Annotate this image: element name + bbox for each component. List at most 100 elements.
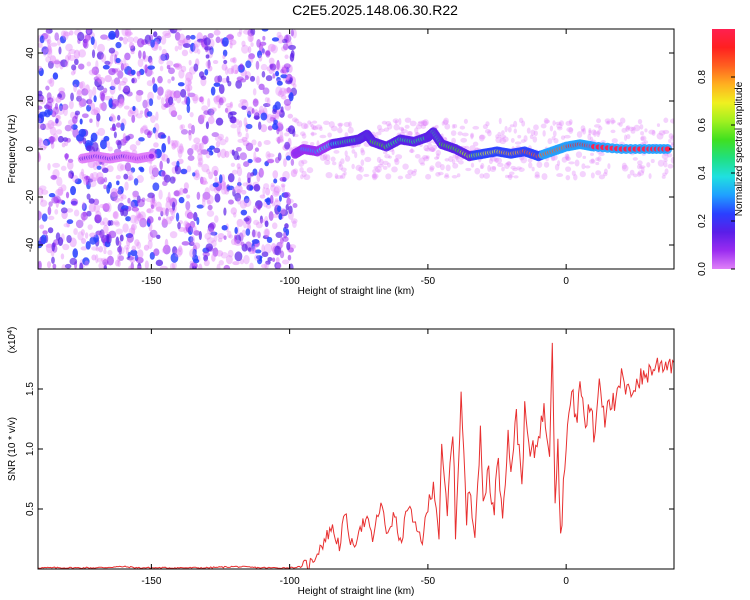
speckle-point	[279, 237, 284, 244]
speckle-point	[183, 38, 191, 44]
speckle-point	[565, 175, 571, 181]
speckle-point	[205, 151, 211, 159]
speckle-point	[74, 58, 79, 66]
speckle-point	[590, 158, 595, 163]
speckle-point	[398, 118, 402, 125]
speckle-point	[85, 175, 89, 186]
speckle-point	[118, 255, 125, 261]
speckle-point	[166, 157, 170, 164]
speckle-point	[245, 132, 249, 140]
speckle-point	[656, 123, 661, 127]
speckle-point	[57, 237, 64, 246]
speckle-point	[249, 262, 254, 269]
speckle-point	[47, 79, 53, 84]
speckle-point	[565, 155, 569, 159]
speckle-point	[163, 103, 171, 108]
speckle-point	[632, 157, 638, 161]
speckle-point	[249, 185, 253, 191]
speckle-point	[355, 164, 363, 172]
speckle-point	[50, 42, 58, 47]
speckle-point	[273, 119, 278, 125]
speckle-point	[251, 248, 257, 253]
speckle-point	[220, 148, 227, 159]
speckle-point	[77, 31, 85, 42]
speckle-point	[434, 156, 439, 160]
speckle-point	[130, 249, 138, 257]
speckle-point	[487, 130, 492, 137]
speckle-point	[45, 243, 53, 248]
speckle-point	[235, 146, 242, 152]
speckle-point	[423, 156, 430, 162]
speckle-point	[327, 132, 332, 138]
speckle-point	[203, 110, 210, 115]
speckle-point	[210, 231, 218, 236]
speckle-point	[259, 215, 263, 224]
speckle-point	[267, 153, 275, 158]
speckle-point	[136, 175, 144, 184]
speckle-point	[589, 159, 596, 164]
speckle-point	[292, 168, 299, 175]
speckle-point	[46, 40, 50, 47]
speckle-point	[122, 208, 129, 217]
speckle-point	[257, 204, 261, 211]
speckle-point	[151, 77, 156, 85]
speckle-point	[255, 221, 263, 229]
speckle-point	[245, 123, 253, 130]
speckle-point	[309, 141, 315, 146]
speckle-point	[579, 171, 586, 178]
speckle-point	[574, 159, 580, 167]
speckle-point	[39, 95, 46, 105]
speckle-point	[131, 78, 135, 84]
speckle-point	[234, 184, 243, 194]
speckle-point	[161, 48, 167, 56]
speckle-point	[171, 76, 175, 81]
speckle-point	[303, 174, 311, 181]
speckle-point	[149, 198, 157, 205]
speckle-point	[147, 65, 155, 70]
speckle-point	[78, 63, 85, 70]
speckle-point	[498, 117, 502, 125]
speckle-point	[110, 187, 118, 198]
speckle-point	[325, 154, 331, 162]
speckle-point	[174, 63, 183, 70]
speckle-point	[121, 63, 128, 70]
speckle-point	[625, 125, 631, 130]
speckle-point	[165, 207, 169, 217]
speckle-point	[598, 174, 606, 180]
speckle-point	[344, 150, 348, 157]
speckle-point	[179, 187, 184, 196]
speckle-point	[277, 90, 285, 98]
speckle-point	[57, 135, 64, 143]
speckle-point	[139, 127, 144, 134]
speckle-point	[542, 130, 546, 137]
speckle-point	[310, 132, 317, 136]
speckle-point	[122, 223, 129, 233]
y-tick-label: 0.5	[25, 502, 36, 516]
speckle-point	[103, 135, 110, 142]
speckle-point	[137, 38, 145, 48]
speckle-point	[404, 117, 412, 123]
speckle-point	[363, 173, 370, 177]
speckle-point	[204, 232, 211, 240]
speckle-point	[89, 118, 93, 123]
speckle-point	[53, 60, 61, 65]
speckle-point	[272, 122, 279, 131]
speckle-point	[375, 131, 382, 136]
speckle-point	[478, 134, 486, 140]
speckle-point	[254, 147, 260, 152]
speckle-point	[136, 213, 144, 222]
speckle-point	[240, 241, 245, 247]
speckle-point	[78, 49, 86, 58]
speckle-point	[197, 114, 205, 125]
speckle-point	[241, 44, 249, 54]
speckle-point	[627, 174, 631, 179]
speckle-point	[247, 247, 252, 252]
speckle-point	[275, 231, 283, 238]
speckle-point	[136, 241, 142, 250]
speckle-point	[139, 217, 148, 228]
speckle-point	[119, 164, 127, 171]
speckle-point	[348, 121, 352, 128]
speckle-point	[391, 149, 395, 156]
speckle-point	[606, 120, 611, 125]
speckle-point	[39, 211, 43, 218]
